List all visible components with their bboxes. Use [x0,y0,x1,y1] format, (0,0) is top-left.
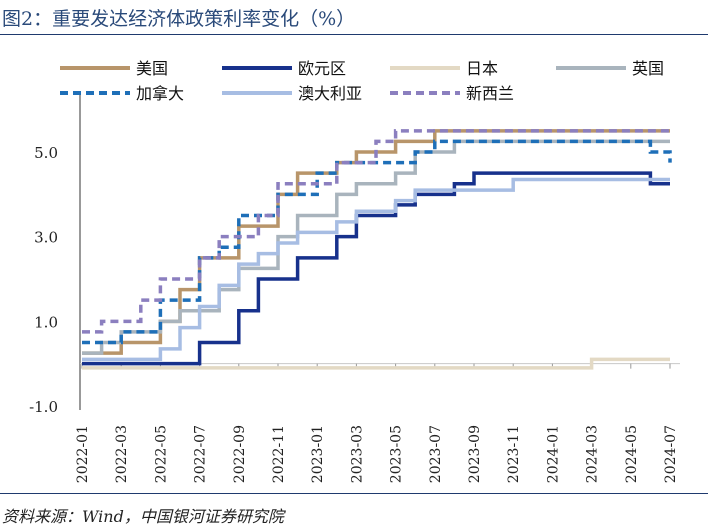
x-tick-label: 2023-01 [310,425,326,483]
x-tick-label: 2022-11 [271,425,287,483]
y-tick-label: -1.0 [29,398,58,416]
legend-item: 美国 [60,59,168,78]
legend-label: 新西兰 [466,84,514,103]
series-line-日本 [82,357,670,370]
x-tick-label: 2024-03 [585,425,601,483]
x-tick-label: 2024-05 [624,425,640,483]
x-tick-label: 2023-07 [428,425,444,483]
series-line-新西兰 [82,129,670,334]
series-line-澳大利亚 [82,177,670,362]
legend-item: 英国 [556,59,664,78]
x-tick-label: 2022-01 [75,425,91,483]
chart-title: 图2：重要发达经济体政策利率变化（%） [2,8,356,30]
axes: -1.0 1.0 3.0 5.0 2022-01 2022-03 2022-05 2022-0… [29,95,680,483]
legend-item: 欧元区 [222,59,346,78]
y-tick-label: 1.0 [34,313,58,331]
x-tick-label: 2022-09 [232,425,248,483]
x-tick-label: 2023-11 [506,425,522,483]
source-note: 资料来源：Wind，中国银河证券研究院 [2,507,284,526]
legend-label: 日本 [466,59,498,78]
y-tick-label: 3.0 [34,229,58,247]
x-tick-label: 2024-01 [545,425,561,483]
legend-label: 英国 [632,59,664,78]
series-lines [82,129,672,370]
title-divider [0,34,708,35]
x-tick-label: 2023-03 [349,425,365,483]
y-tick-label: 5.0 [34,144,58,162]
legend-label: 美国 [136,59,168,78]
legend-item: 加拿大 [60,84,184,103]
source-divider [0,493,708,494]
x-tick-label: 2024-07 [663,425,679,483]
legend-item: 新西兰 [390,84,514,103]
legend-label: 欧元区 [298,59,346,78]
legend-label: 澳大利亚 [298,84,362,103]
x-tick-label: 2022-03 [114,425,130,483]
legend-item: 日本 [390,59,498,78]
x-tick-label: 2023-05 [389,425,405,483]
x-tick-label: 2022-07 [193,425,209,483]
x-tick-label: 2022-05 [153,425,169,483]
legend-item: 澳大利亚 [222,84,362,103]
x-tick-label: 2023-09 [467,425,483,483]
series-line-欧元区 [82,171,670,366]
legend-label: 加拿大 [136,84,184,103]
